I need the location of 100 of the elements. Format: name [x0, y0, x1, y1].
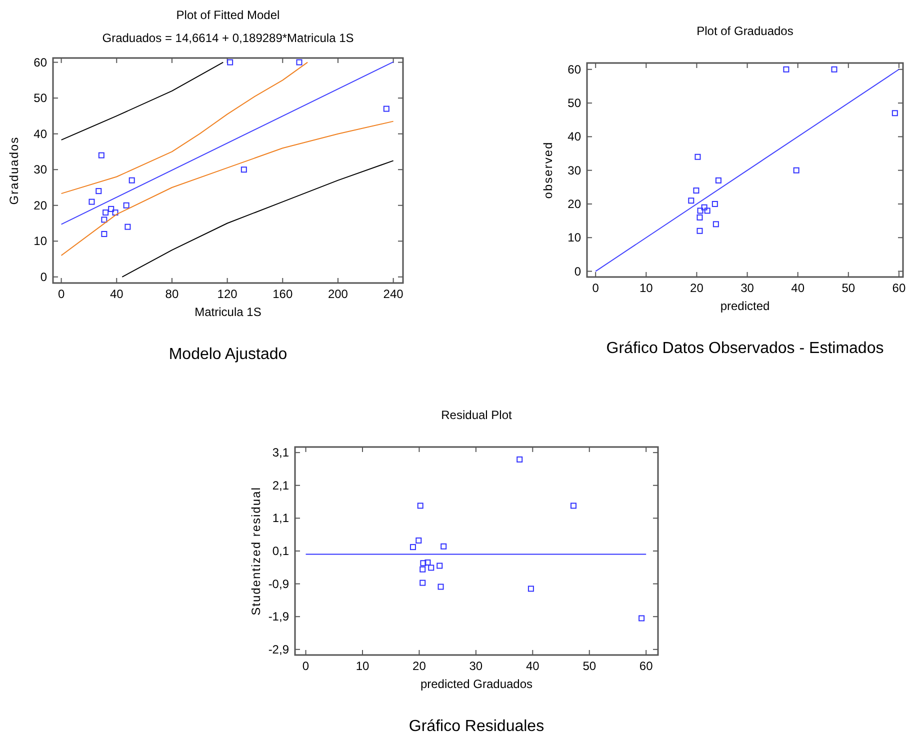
line-series: [60, 62, 308, 194]
y-tick-label: 60: [34, 55, 48, 70]
y-axis-title: observed: [541, 141, 555, 199]
y-tick-label: -1,9: [268, 610, 290, 624]
y-tick-label: 0,1: [272, 544, 290, 558]
point: [96, 188, 102, 194]
point: [638, 615, 645, 622]
point: [697, 208, 704, 214]
text: Gráfico Residuales: [408, 718, 544, 734]
x-tick-label: 30: [740, 281, 754, 295]
point: [416, 538, 422, 544]
y-tick-label: 1,1: [272, 511, 290, 526]
y-tick-label: 20: [34, 198, 48, 212]
point: [420, 580, 426, 586]
point: [696, 228, 703, 234]
point: [704, 208, 710, 214]
x-tick-label: 120: [217, 287, 238, 301]
y-tick-label: 30: [568, 163, 582, 178]
point: [428, 564, 434, 571]
x-axis-title: Matricula 1S: [194, 305, 262, 319]
y-tick-label: 2,1: [272, 478, 290, 492]
text: Modelo Ajustado: [168, 346, 288, 363]
point: [712, 221, 719, 228]
y-tick-label: 10: [568, 230, 582, 245]
x-tick-label: 0: [302, 659, 310, 673]
y-tick-label: 50: [34, 91, 48, 106]
point: [516, 456, 523, 462]
x-tick-label: 50: [842, 281, 856, 295]
text: Gráfico Datos Observados - Estimados: [606, 340, 884, 357]
x-tick-label: 80: [165, 287, 179, 301]
y-tick-label: 40: [568, 130, 582, 144]
point: [696, 214, 703, 220]
line-series: [122, 160, 394, 278]
point: [123, 202, 130, 208]
x-tick-label: 60: [639, 659, 654, 673]
x-tick-label: 60: [892, 281, 906, 295]
x-tick-label: 10: [356, 659, 370, 673]
chart-title: Plot of Graduados: [696, 24, 794, 38]
x-tick-label: 10: [639, 281, 654, 295]
y-tick-label: 0: [40, 270, 48, 284]
point: [424, 559, 431, 566]
y-tick-label: 0: [574, 264, 582, 278]
chart-subtitle: Graduados = 14,6614 + 0,189289*Matricula 1S: [102, 31, 354, 45]
y-axis-title: Studentized residual: [249, 486, 263, 616]
x-tick-label: 40: [110, 287, 124, 301]
x-tick-label: 20: [690, 281, 704, 295]
point: [128, 177, 135, 184]
point: [383, 106, 390, 112]
x-tick-label: 40: [526, 659, 540, 673]
chart-title: Residual Plot: [441, 408, 513, 422]
x-tick-label: 40: [791, 281, 805, 295]
point: [783, 66, 790, 72]
point: [701, 204, 708, 210]
point: [436, 562, 443, 569]
point: [438, 584, 444, 590]
point: [124, 224, 131, 230]
x-axis-title: predicted: [720, 299, 770, 313]
y-tick-label: -2,9: [268, 642, 290, 656]
x-tick-label: 160: [272, 287, 293, 301]
point: [420, 560, 426, 566]
x-tick-label: 20: [412, 659, 426, 673]
x-tick-label: 200: [328, 287, 348, 301]
line-series: [60, 62, 224, 140]
point: [410, 544, 416, 550]
y-tick-label: 10: [34, 234, 48, 248]
x-tick-label: 0: [592, 281, 600, 295]
point: [420, 566, 426, 572]
point: [693, 188, 700, 194]
point: [101, 216, 108, 223]
y-tick-label: -0,9: [268, 576, 290, 591]
point: [417, 502, 424, 509]
line-series: [60, 120, 394, 256]
y-tick-label: 3,1: [272, 446, 290, 460]
point: [715, 177, 722, 184]
point: [793, 167, 800, 174]
y-tick-label: 20: [568, 196, 582, 211]
point: [112, 210, 118, 216]
point: [528, 586, 534, 592]
point: [831, 66, 838, 72]
point: [296, 59, 302, 66]
x-tick-label: 240: [383, 287, 404, 301]
point: [98, 152, 104, 158]
point: [240, 166, 247, 173]
x-tick-label: 0: [58, 287, 65, 301]
x-axis-title: predicted Graduados: [420, 677, 533, 691]
point: [227, 59, 234, 66]
x-tick-label: 30: [469, 659, 483, 673]
x-tick-label: 50: [582, 659, 596, 673]
y-tick-label: 30: [34, 162, 48, 177]
point: [694, 154, 701, 160]
point: [88, 198, 95, 205]
point: [108, 206, 114, 212]
point: [102, 210, 109, 216]
y-tick-label: 40: [34, 126, 48, 141]
point: [440, 543, 447, 550]
chart-title: Plot of Fitted Model: [176, 8, 280, 22]
y-axis-title: Graduados: [7, 136, 21, 205]
point: [892, 110, 898, 116]
y-tick-label: 50: [568, 96, 582, 110]
point: [712, 200, 718, 207]
